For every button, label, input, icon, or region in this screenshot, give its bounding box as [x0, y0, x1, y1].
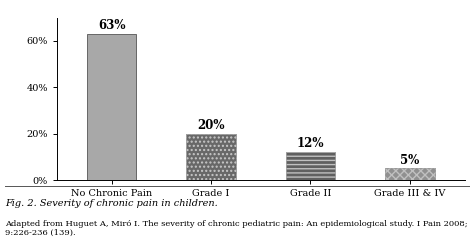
Bar — [285, 152, 335, 180]
Bar — [186, 134, 236, 180]
Text: Adapted from Huguet A, Miró I. The severity of chronic pediatric pain: An epidem: Adapted from Huguet A, Miró I. The sever… — [5, 220, 467, 237]
Bar — [385, 168, 435, 180]
Bar — [87, 34, 137, 180]
Text: 5%: 5% — [400, 154, 419, 166]
Bar — [385, 168, 435, 180]
Text: 20%: 20% — [197, 119, 225, 132]
Bar — [285, 152, 335, 180]
Bar — [186, 134, 236, 180]
Text: 63%: 63% — [98, 19, 125, 32]
Text: Fig. 2. Severity of chronic pain in children.: Fig. 2. Severity of chronic pain in chil… — [5, 199, 218, 208]
Text: 12%: 12% — [297, 137, 324, 150]
